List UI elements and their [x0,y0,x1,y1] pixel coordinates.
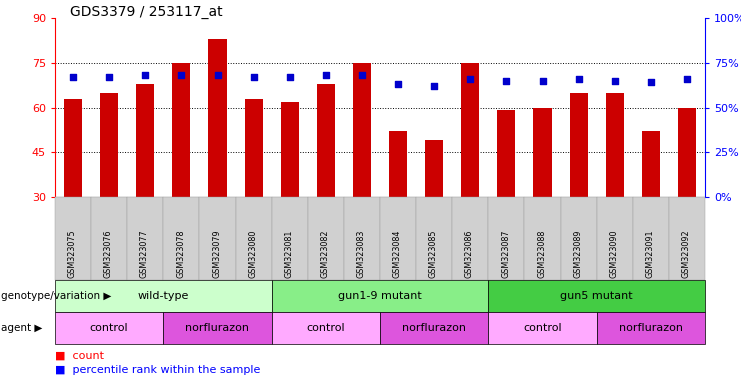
Text: control: control [90,323,128,333]
Point [645,79,657,86]
Bar [281,101,299,197]
Text: wild-type: wild-type [138,291,189,301]
Text: GSM323079: GSM323079 [212,230,221,278]
Text: GSM323083: GSM323083 [356,230,365,278]
Text: norflurazon: norflurazon [185,323,250,333]
Point [428,83,440,89]
Text: GSM323090: GSM323090 [609,230,618,278]
Text: control: control [307,323,345,333]
Text: ■  percentile rank within the sample: ■ percentile rank within the sample [55,365,260,375]
Text: GSM323075: GSM323075 [67,230,76,278]
Bar [136,84,154,197]
Bar [534,108,551,197]
Bar [353,63,371,197]
Point [465,76,476,82]
Point [320,72,332,78]
Point [139,72,151,78]
Text: GSM323081: GSM323081 [285,230,293,278]
Text: control: control [523,323,562,333]
Text: GSM323080: GSM323080 [248,230,257,278]
Point [356,72,368,78]
Point [212,72,224,78]
Bar [678,108,696,197]
Bar [642,131,660,197]
Bar [245,99,262,197]
Bar [389,131,407,197]
Point [103,74,115,80]
Text: GSM323077: GSM323077 [140,230,149,278]
Text: genotype/variation ▶: genotype/variation ▶ [1,291,112,301]
Text: gun5 mutant: gun5 mutant [560,291,633,301]
Text: GSM323092: GSM323092 [682,230,691,278]
Text: GSM323084: GSM323084 [393,230,402,278]
Bar [461,63,479,197]
Bar [497,111,516,197]
Bar [100,93,119,197]
Text: agent ▶: agent ▶ [1,323,43,333]
Text: GSM323089: GSM323089 [574,230,582,278]
Point [284,74,296,80]
Bar [208,39,227,197]
Text: norflurazon: norflurazon [619,323,683,333]
Bar [425,140,443,197]
Point [247,74,259,80]
Text: GSM323086: GSM323086 [465,230,474,278]
Point [681,76,693,82]
Point [536,78,548,84]
Text: GDS3379 / 253117_at: GDS3379 / 253117_at [70,5,222,19]
Text: gun1-9 mutant: gun1-9 mutant [338,291,422,301]
Point [500,78,512,84]
Text: ■  count: ■ count [55,351,104,361]
Bar [570,93,588,197]
Text: GSM323078: GSM323078 [176,230,185,278]
Point [609,78,621,84]
Text: norflurazon: norflurazon [402,323,466,333]
Text: GSM323085: GSM323085 [429,230,438,278]
Text: GSM323091: GSM323091 [645,230,654,278]
Point [573,76,585,82]
Bar [64,99,82,197]
Text: GSM323087: GSM323087 [501,230,510,278]
Point [392,81,404,87]
Bar [173,63,190,197]
Bar [317,84,335,197]
Text: GSM323082: GSM323082 [320,230,330,278]
Point [176,72,187,78]
Text: GSM323088: GSM323088 [537,230,546,278]
Point [67,74,79,80]
Bar [605,93,624,197]
Text: GSM323076: GSM323076 [104,230,113,278]
